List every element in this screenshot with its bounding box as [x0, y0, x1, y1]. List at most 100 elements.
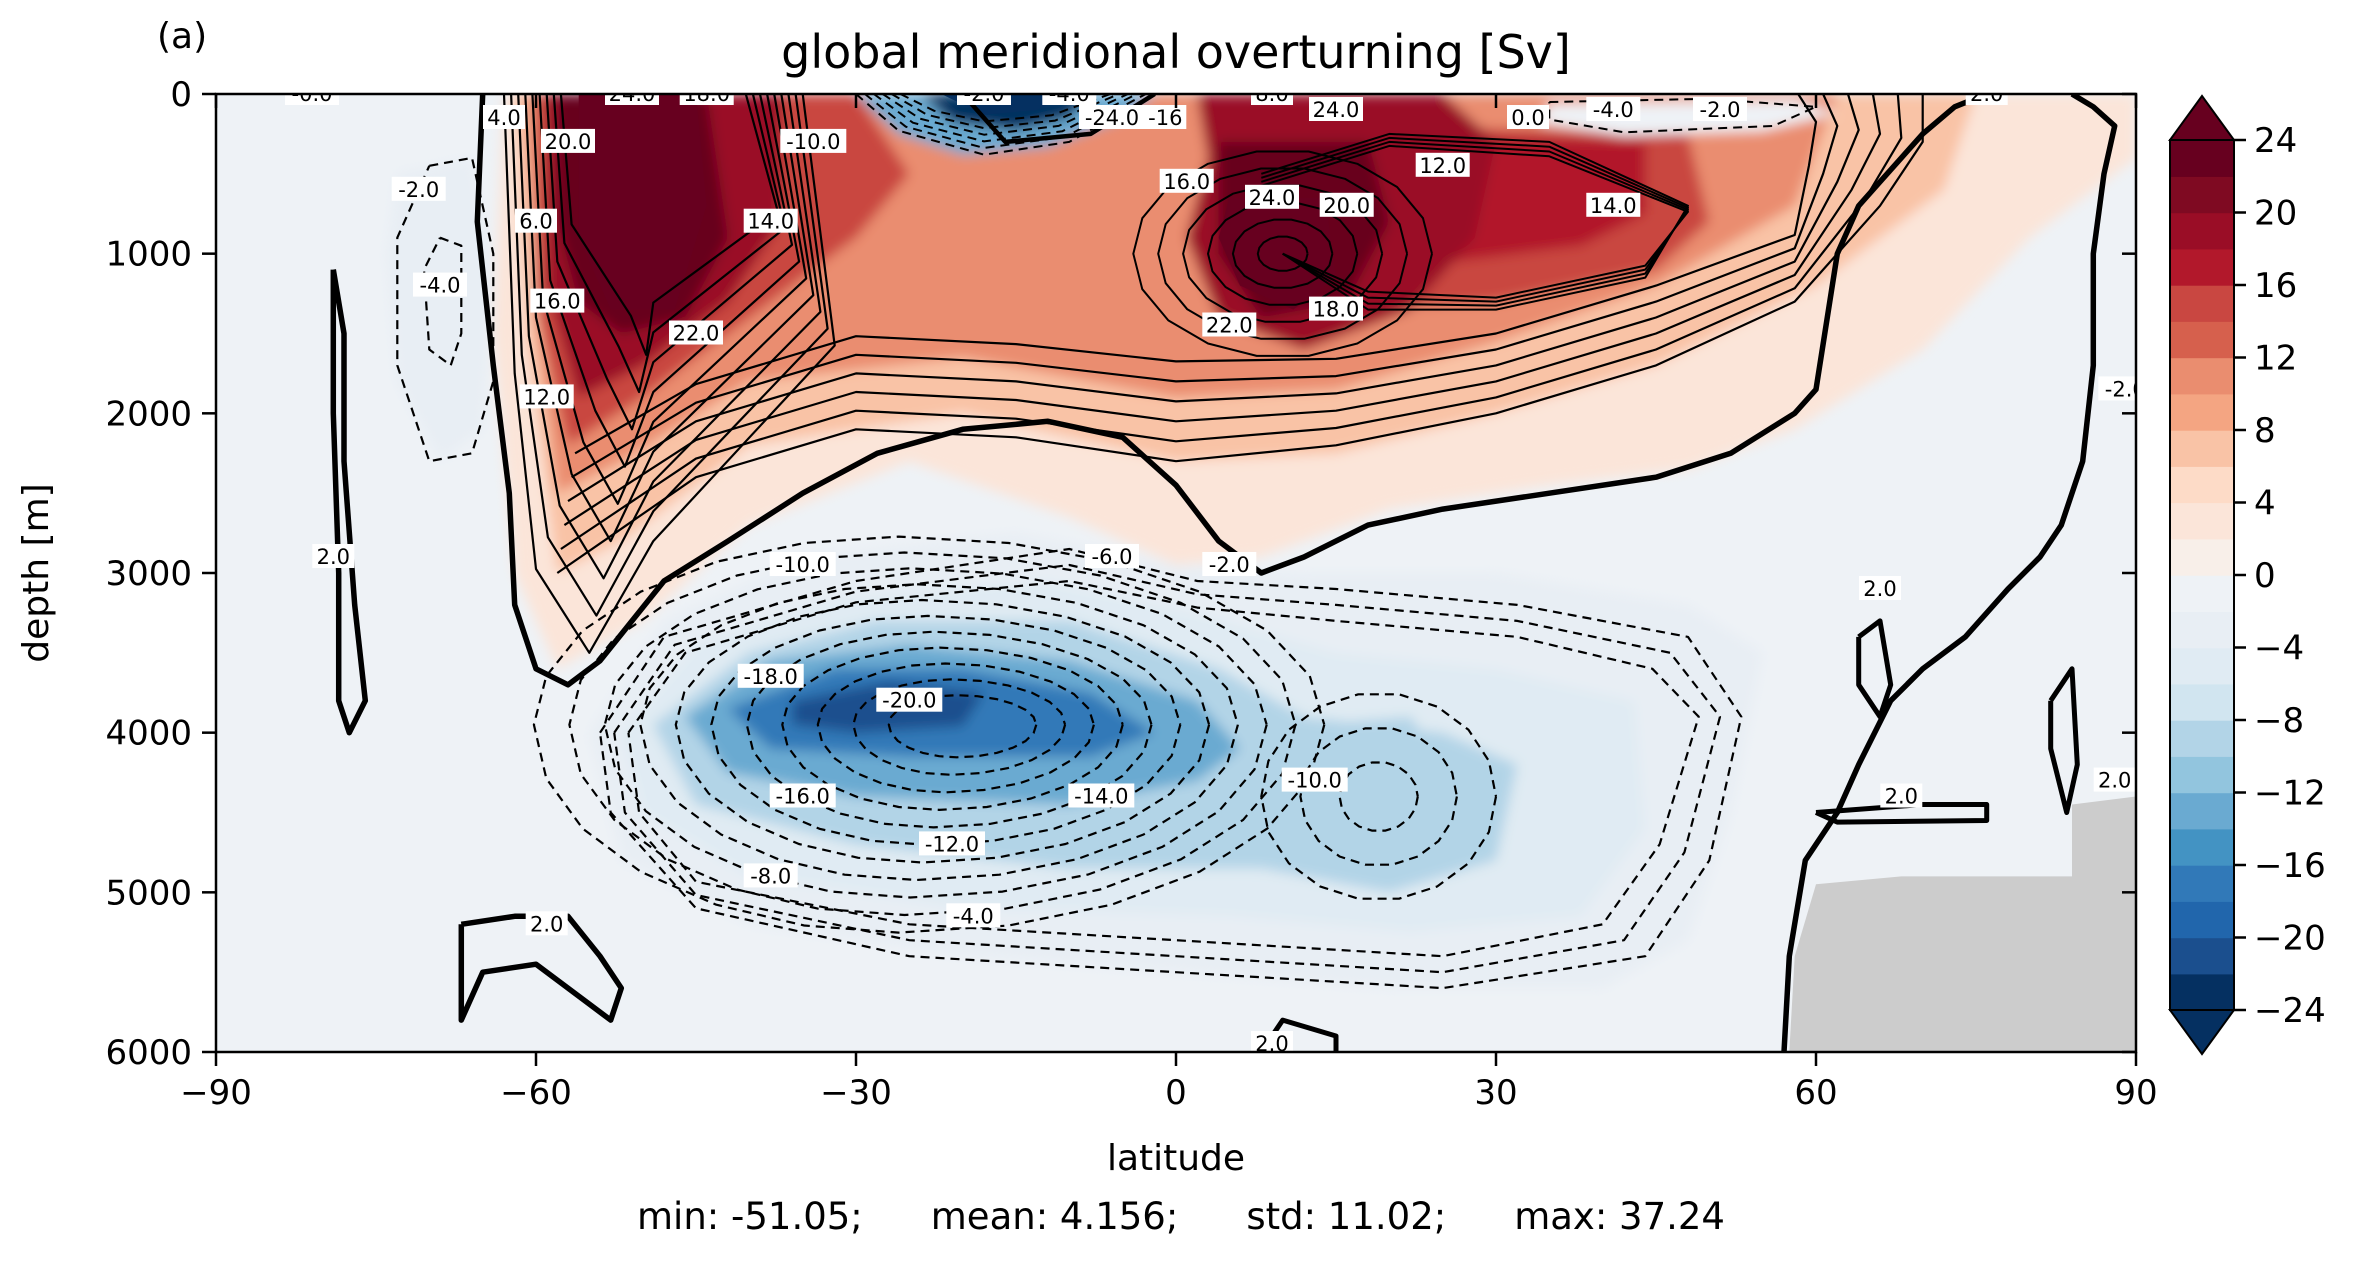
contour-label-bg — [525, 911, 568, 936]
contour-label-bg — [285, 94, 339, 105]
contour-label-text: -2.0 — [1209, 553, 1250, 577]
colorbar-tick-label: −16 — [2254, 846, 2326, 886]
seafloor-land — [1789, 796, 2136, 1052]
colorbar-swatch — [2170, 973, 2234, 1011]
contour-label-text: -4.0 — [1049, 82, 1090, 106]
contour-label: 20.0 — [1319, 192, 1374, 218]
negative-contour-line — [627, 579, 1700, 958]
contour-label: -18.0 — [737, 663, 804, 689]
contour-label: -4.0 — [1042, 82, 1097, 106]
contour-label-text: 2.0 — [1970, 82, 2003, 106]
negative-contour-line — [422, 236, 463, 367]
negative-contour-line — [745, 630, 1153, 829]
contour-label-bg — [1693, 97, 1747, 121]
contour-label: -2.0 — [957, 82, 1011, 106]
contour-label: 6.0 — [515, 208, 557, 234]
x-tick-label: 30 — [1474, 1073, 1517, 1113]
contour-label-text: -10.0 — [1288, 769, 1342, 793]
positive-contour-line — [545, 94, 794, 431]
contour-label-bg — [1880, 783, 1923, 808]
contour-label-text: -2.0 — [398, 178, 439, 202]
positive-contour-line — [2048, 666, 2080, 815]
negative-contour-line — [613, 563, 1722, 974]
contour-label-bg — [605, 94, 659, 105]
positive-contour-line — [1856, 618, 1894, 720]
colorbar-swatch — [2170, 575, 2234, 612]
positive-contour-line — [330, 269, 369, 736]
contour-label: 16.0 — [1159, 168, 1214, 194]
contour-label-bg — [737, 663, 804, 688]
contour-label-text: -14.0 — [1074, 785, 1128, 809]
positive-contour-line — [474, 94, 1988, 688]
contour-label-bg — [1309, 296, 1363, 321]
field-core — [1218, 197, 1336, 310]
colorbar-tick-label: −12 — [2254, 774, 2326, 814]
contour-label-text: -4.0 — [1593, 98, 1634, 122]
contour-label-text: 2.0 — [530, 912, 563, 936]
contour-label-bg — [1251, 94, 1293, 105]
contour-label: 2.0 — [525, 911, 568, 936]
contour-label-text: 2.0 — [317, 545, 350, 569]
contour-label-text: 6.0 — [519, 210, 552, 234]
contour-label-bg — [519, 384, 574, 409]
contour-label-bg — [919, 831, 985, 856]
colorbar-swatch — [2170, 937, 2234, 975]
contour-label: -2.0 — [1693, 97, 1747, 122]
colorbar: 24 20 16 12 8 4 0 −4 −8 −12 −16 −20 −24 — [2168, 94, 2326, 1056]
contour-label-bg — [780, 128, 847, 153]
contour-label: 24.0 — [605, 94, 659, 106]
contour-label-bg — [876, 687, 943, 712]
contour-label-bg — [1144, 105, 1187, 129]
x-tick-label: −60 — [500, 1073, 572, 1113]
contour-label-bg — [743, 208, 798, 233]
contour-label-layer: -0.0 24.0 18.04.020.0 -10.0-2.0 -4.0-24.0 -16… — [285, 82, 2136, 1052]
contour-label: 2.0 — [312, 544, 355, 569]
colorbar-swatch — [2170, 430, 2234, 467]
colorbar-swatch — [2170, 792, 2234, 830]
contour-label: 22.0 — [1202, 312, 1257, 338]
contour-label-text: -10.0 — [776, 553, 830, 577]
contour-label-bg — [2093, 767, 2136, 792]
contour-label-text: 22.0 — [673, 322, 720, 346]
contour-label-text: -2.0 — [1700, 98, 1741, 122]
contour-label-bg — [1245, 184, 1299, 209]
colorbar-swatch — [2170, 901, 2234, 939]
colorbar-swatch — [2170, 321, 2234, 359]
contour-label: 2.0 — [1965, 82, 2008, 106]
x-tick-label: 90 — [2114, 1073, 2157, 1113]
contour-label-bg — [946, 903, 1001, 928]
contour-label: -8.0 — [743, 863, 798, 888]
contour-label: -10.0 — [769, 552, 836, 577]
x-tick-label: −90 — [180, 1073, 252, 1113]
contour-layer — [330, 94, 2118, 1052]
contour-label-bg — [1586, 97, 1641, 121]
colorbar-tick-label: 16 — [2254, 266, 2297, 306]
contour-label-bg — [312, 544, 355, 568]
contour-label-text: 4.0 — [487, 106, 520, 130]
contour-label-text: 22.0 — [1206, 314, 1253, 338]
colorbar-tick-label: 20 — [2254, 194, 2297, 234]
field-blob — [1314, 716, 1454, 869]
colorbar-tick-label: −4 — [2254, 629, 2304, 669]
contour-label-bg — [1586, 192, 1641, 217]
contour-label: -4.0 — [413, 272, 467, 298]
negative-contour-line — [1260, 693, 1498, 900]
contour-label: -4.0 — [946, 903, 1001, 928]
x-axis-label: latitude — [1107, 1138, 1245, 1179]
x-tick-label: 0 — [1165, 1073, 1187, 1113]
contour-label-text: -2.0 — [964, 82, 1005, 106]
contour-label: 12.0 — [519, 384, 574, 409]
contour-label: 2.0 — [2093, 767, 2136, 793]
contour-label-bg — [1251, 1031, 1293, 1052]
contour-label-bg — [1415, 152, 1470, 177]
contour-label-bg — [1159, 168, 1214, 193]
contour-label: -20.0 — [876, 687, 943, 713]
contour-label-text: 18.0 — [1313, 298, 1360, 322]
positive-contour-line — [571, 94, 1839, 479]
positive-contour-line — [524, 94, 815, 543]
colorbar-swatch — [2170, 393, 2234, 431]
contour-label-text: -8.0 — [750, 864, 791, 888]
contour-label: -24.0 — [1079, 105, 1145, 130]
x-axis: −90 −60 −30 0 30 60 90 — [180, 94, 2158, 1113]
colorbar-extend-bottom — [2168, 1009, 2236, 1056]
